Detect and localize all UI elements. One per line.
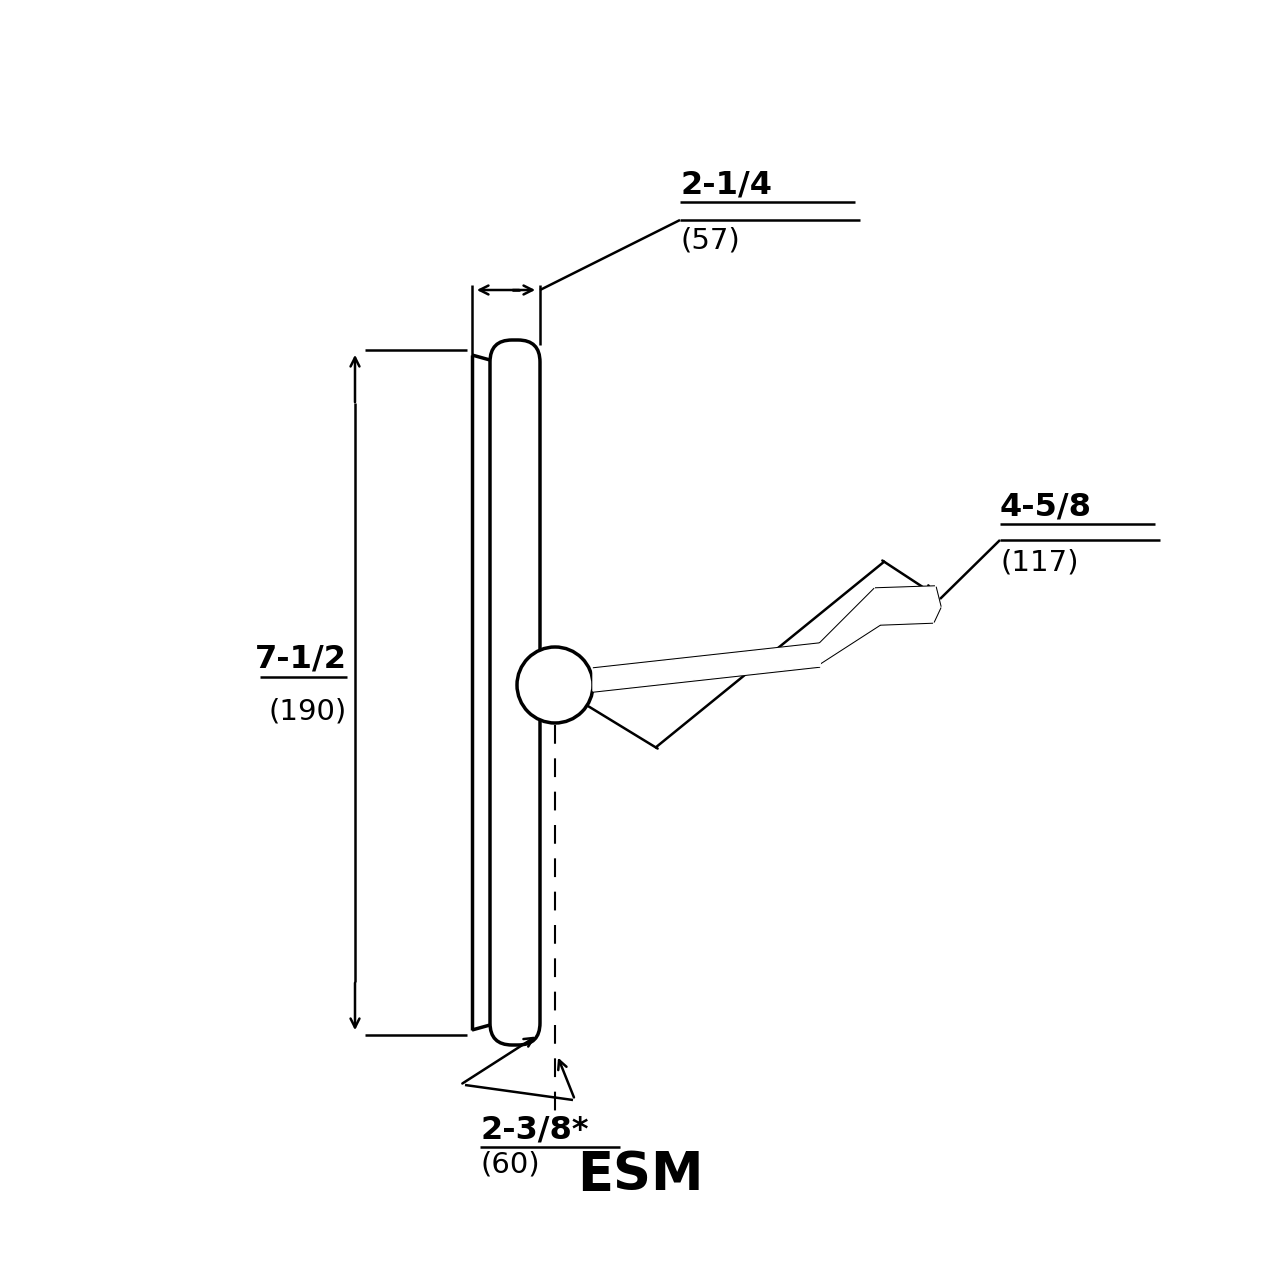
FancyBboxPatch shape: [490, 340, 540, 1044]
Text: (190): (190): [269, 698, 347, 726]
Text: 4-5/8: 4-5/8: [1000, 492, 1092, 522]
Text: 2-3/8*: 2-3/8*: [480, 1114, 589, 1146]
Text: ESM: ESM: [577, 1149, 703, 1201]
Text: 2-1/4: 2-1/4: [680, 169, 772, 200]
Text: (117): (117): [1000, 548, 1079, 576]
Polygon shape: [815, 588, 940, 666]
Text: (57): (57): [680, 227, 740, 253]
Circle shape: [517, 646, 593, 723]
Text: 7-1/2: 7-1/2: [255, 644, 347, 675]
Polygon shape: [593, 644, 820, 691]
Text: (60): (60): [480, 1151, 540, 1179]
